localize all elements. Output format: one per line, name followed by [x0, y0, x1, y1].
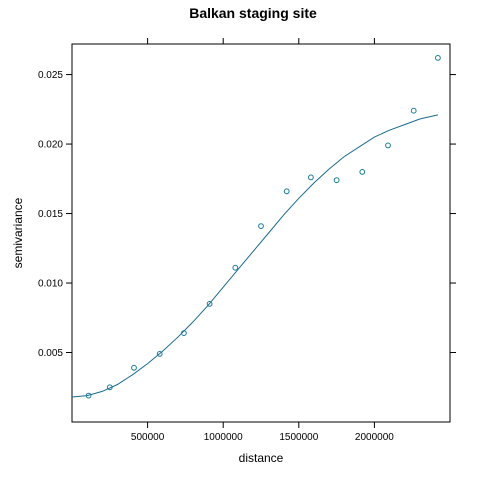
- y-axis-ticks: 0.005 0.010 0.015 0.020 0.025: [38, 70, 456, 359]
- data-point: [106, 384, 113, 391]
- y-axis-label: semivariance: [11, 197, 25, 268]
- x-axis-ticks: 500000 1000000 1500000 2000000: [131, 38, 394, 443]
- x-tick-label: 500000: [131, 432, 165, 443]
- data-point: [359, 169, 366, 175]
- data-point: [435, 55, 441, 61]
- y-tick-label: 0.010: [38, 279, 63, 290]
- fitted-variogram-line: [71, 114, 439, 398]
- data-point: [308, 174, 314, 181]
- data-point: [410, 107, 417, 114]
- data-point: [258, 223, 264, 230]
- x-tick-label: 2000000: [355, 432, 394, 443]
- y-tick-label: 0.020: [38, 140, 63, 151]
- plot-frame: [71, 43, 451, 423]
- x-tick-label: 1500000: [279, 432, 318, 443]
- y-tick-label: 0.015: [38, 209, 63, 220]
- data-point: [156, 351, 163, 357]
- data-point: [206, 301, 213, 307]
- chart-title: Balkan staging site: [189, 5, 317, 21]
- data-point: [181, 330, 187, 337]
- y-tick-label: 0.025: [38, 70, 63, 81]
- semivariance-points: [85, 55, 441, 399]
- x-tick-label: 1000000: [204, 432, 243, 443]
- data-point: [333, 177, 340, 184]
- y-tick-label: 0.005: [38, 348, 63, 359]
- data-point: [85, 392, 92, 399]
- data-point: [283, 188, 290, 195]
- data-point: [131, 364, 137, 371]
- data-point: [232, 264, 239, 271]
- data-point: [385, 142, 391, 149]
- x-axis-label: distance: [239, 451, 284, 465]
